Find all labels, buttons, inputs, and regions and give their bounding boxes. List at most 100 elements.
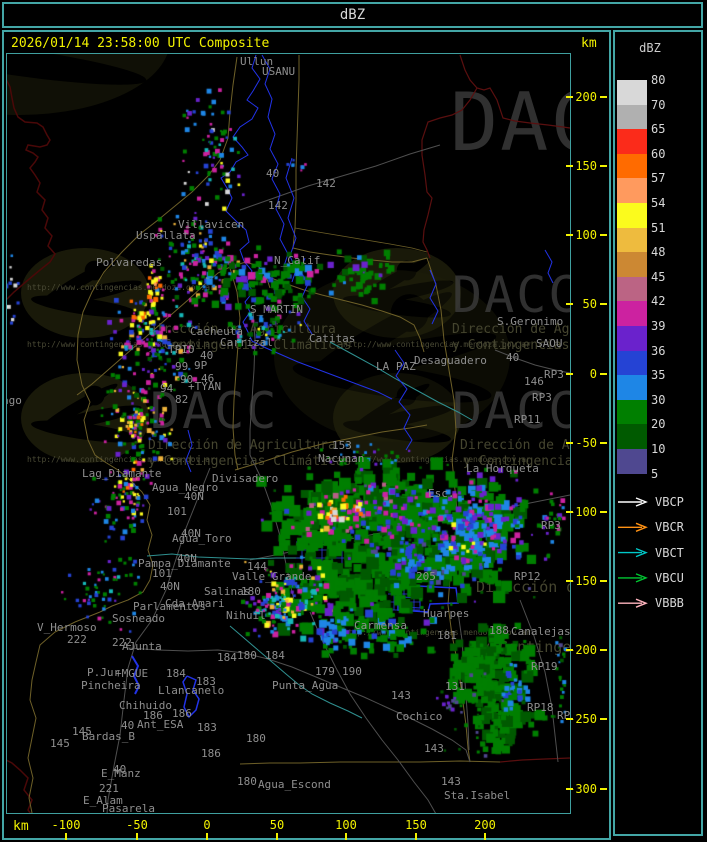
- map-label: 101: [167, 505, 187, 518]
- bottom-axis-tick: [276, 833, 278, 840]
- right-axis-tick-label: 0: [589, 367, 597, 381]
- map-label: +TYAN: [188, 380, 222, 393]
- map-label: 40N: [184, 490, 204, 503]
- timestamp-label: 2026/01/14 23:58:00 UTC Composite: [11, 36, 270, 51]
- right-axis-tick-label: 50: [582, 297, 597, 311]
- scale-tick-label: 54: [651, 196, 666, 210]
- map-label: S.Geronimo: [497, 315, 564, 328]
- window-title: dBZ: [339, 7, 366, 23]
- right-axis-tick: [600, 511, 607, 513]
- map-label: Ant_ESA: [137, 718, 184, 731]
- map-label: Pampa_Diamante: [138, 557, 231, 570]
- right-axis-tick: [566, 96, 573, 98]
- map-label: Carmensa: [354, 619, 407, 632]
- map-label: 40: [113, 763, 127, 776]
- scale-tick-label: 42: [651, 294, 666, 309]
- map-label: Divisadero: [212, 472, 279, 485]
- bottom-axis-tick: [415, 833, 417, 840]
- map-label: Sta.Isabel: [444, 789, 511, 802]
- map-label: 184: [265, 649, 285, 662]
- map-label: SAOU: [536, 337, 563, 350]
- station-code-label: VBBB: [655, 596, 684, 611]
- map-label: RP3: [544, 368, 564, 381]
- right-axis-tick: [566, 165, 573, 167]
- map-label: Pincheira: [81, 679, 141, 692]
- map-label: Parlamentos: [133, 600, 206, 613]
- scale-swatch: [617, 449, 647, 475]
- map-label: Sosneado: [112, 612, 165, 625]
- right-axis-tick-label: 200: [575, 90, 597, 104]
- map-label: 183: [197, 721, 217, 734]
- map-label: 179: [315, 665, 335, 678]
- map-label: 188: [489, 624, 509, 637]
- bottom-axis-unit-label: km: [13, 819, 29, 834]
- scale-swatch: [617, 153, 647, 179]
- scale-swatch: [617, 80, 647, 106]
- right-axis-tick-label: -250: [568, 712, 597, 726]
- map-label: Agua_Negro: [152, 481, 219, 494]
- right-axis-tick-label: 150: [575, 159, 597, 173]
- map-label: 40: [121, 719, 135, 732]
- right-axis-tick-label: -150: [568, 574, 597, 588]
- scale-tick-label: 5: [651, 466, 659, 481]
- map-label: 145: [72, 725, 92, 738]
- map-label: RP11: [514, 413, 541, 426]
- bottom-axis-tick-label: -100: [51, 818, 81, 832]
- map-label: 180: [241, 585, 261, 598]
- map-label: TPIO: [168, 343, 195, 356]
- scale-tick-label: 45: [651, 269, 666, 284]
- map-label: 183: [196, 675, 216, 688]
- right-axis-tick: [566, 373, 573, 375]
- right-axis-tick: [566, 442, 573, 444]
- bottom-axis-tick-label: 50: [269, 818, 285, 832]
- station-code-label: VBCR: [655, 520, 684, 535]
- right-axis-tick: [600, 165, 607, 167]
- map-label: Cda_Amari: [165, 597, 225, 610]
- map-label: 131: [445, 680, 465, 693]
- scale-swatch: [617, 227, 647, 253]
- map-label: Agua_Escond: [258, 778, 331, 791]
- scale-swatch: [617, 203, 647, 229]
- map-label: 142: [316, 177, 336, 190]
- scale-swatch: [617, 326, 647, 352]
- right-axis-tick: [600, 303, 607, 305]
- right-axis-tick: [600, 649, 607, 651]
- right-axis-tick-label: -200: [568, 643, 597, 657]
- right-axis-tick: [566, 234, 573, 236]
- map-label: RP18: [527, 701, 554, 714]
- map-label: Bardas_B: [82, 730, 135, 743]
- map-label: 143: [441, 775, 461, 788]
- map-label: 94: [160, 382, 174, 395]
- map-label: 40: [200, 349, 214, 362]
- map-label: 180: [246, 732, 266, 745]
- map-label: 144: [247, 560, 267, 573]
- map-label: 146: [524, 375, 544, 388]
- right-axis-tick: [600, 718, 607, 720]
- right-axis-tick: [600, 96, 607, 98]
- right-axis-tick: [600, 373, 607, 375]
- scale-swatch: [617, 129, 647, 155]
- map-label: Catitas: [309, 332, 356, 345]
- map-label: V_Hermoso: [37, 621, 97, 634]
- map-label: 205: [416, 570, 436, 583]
- bottom-axis-tick-label: 200: [474, 818, 496, 832]
- bottom-axis-tick: [345, 833, 347, 840]
- map-label: E_Alam: [83, 794, 123, 807]
- bottom-axis-tick-label: 150: [405, 818, 427, 832]
- scale-tick-label: 48: [651, 245, 666, 260]
- map-label: Uspallata: [136, 229, 196, 242]
- map-label: AJunta: [122, 640, 162, 653]
- right-axis-tick-label: -300: [568, 782, 597, 796]
- map-label: 46: [201, 372, 215, 385]
- scale-tick-label: 39: [651, 319, 666, 333]
- map-label: Polvaredas: [96, 256, 163, 269]
- right-axis-tick: [600, 580, 607, 582]
- map-label: S_MARTIN: [250, 303, 303, 316]
- map-label: USANU: [262, 65, 296, 78]
- station-code-label: VBCT: [655, 545, 684, 560]
- bottom-axis-tick: [484, 833, 486, 840]
- scale-swatch: [617, 252, 647, 278]
- right-axis-tick: [566, 580, 573, 582]
- map-label: Valle_Grande: [232, 570, 312, 583]
- map-label: 180: [237, 775, 257, 788]
